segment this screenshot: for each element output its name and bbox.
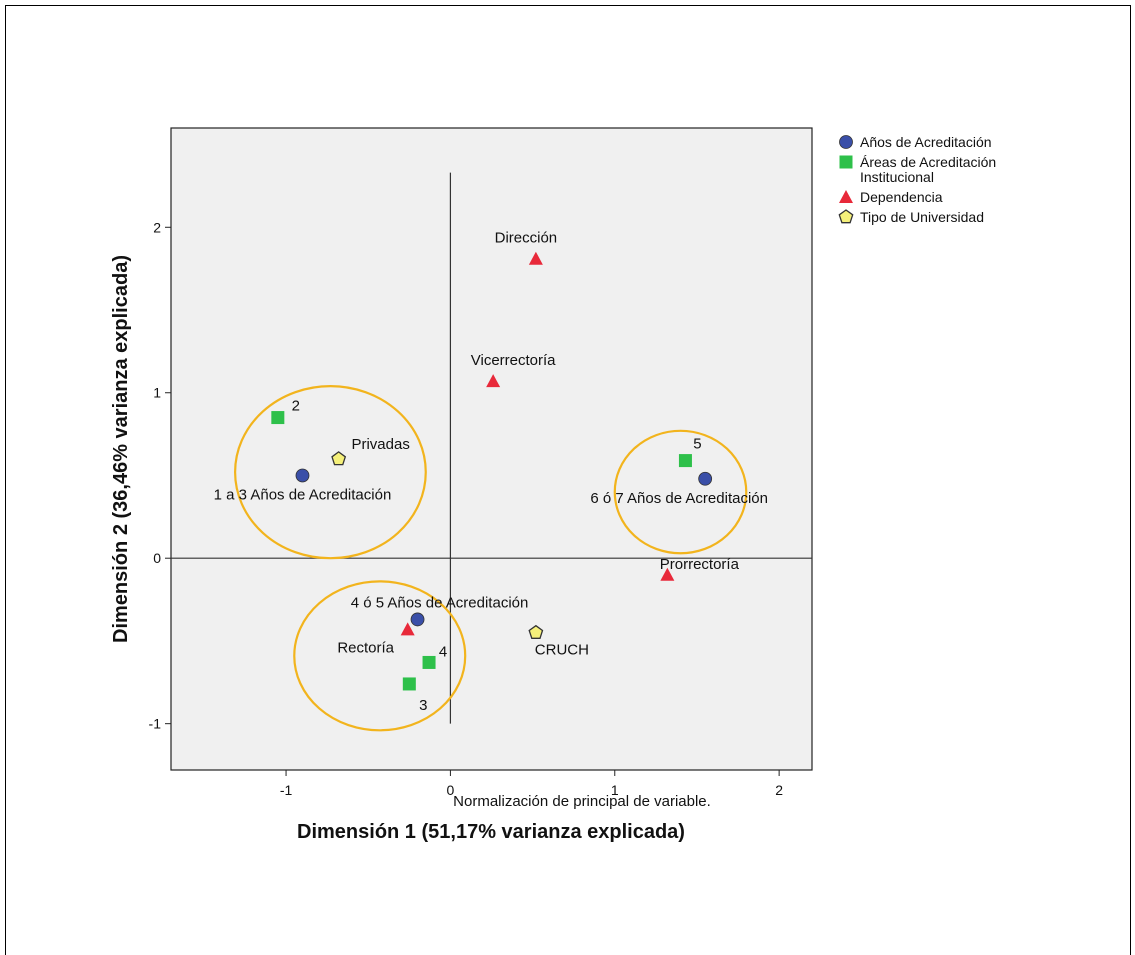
legend-label: Dependencia xyxy=(860,189,943,205)
data-point-label: Vicerrectoría xyxy=(471,352,556,369)
y-axis-title: Dimensión 2 (36,46% varianza explicada) xyxy=(110,255,132,643)
reference-lines xyxy=(171,172,812,724)
highlight-ellipse xyxy=(293,580,467,732)
legend-marker-pentagon xyxy=(838,209,854,224)
data-point-label: 6 ó 7 Años de Acreditación xyxy=(590,490,768,507)
y-tick-label: 1 xyxy=(153,385,161,401)
data-point-label: 4 xyxy=(439,643,447,660)
data-point-label: Dirección xyxy=(495,230,558,247)
legend-label: Institucional xyxy=(860,169,934,185)
data-point-triangle xyxy=(660,567,675,581)
highlight-ellipses xyxy=(233,385,748,732)
data-point-square xyxy=(678,454,692,468)
data-point-label: 4 ó 5 Años de Acreditación xyxy=(351,594,529,611)
x-axis-title: Dimensión 1 (51,17% varianza explicada) xyxy=(297,821,685,843)
x-axis-ticks: -1 0 1 2 xyxy=(280,770,783,798)
data-point-label: 3 xyxy=(419,697,427,714)
legend-label: Años de Acreditación xyxy=(860,134,992,150)
y-tick-label: -1 xyxy=(149,716,162,732)
data-point-triangle xyxy=(400,622,415,636)
footnote: Normalización de principal de variable. xyxy=(453,793,711,810)
data-point-label: CRUCH xyxy=(535,642,589,659)
legend-item: Años de Acreditación xyxy=(839,134,992,150)
data-point-label: 2 xyxy=(292,398,300,415)
legend-label: Áreas de Acreditación xyxy=(860,154,996,170)
data-point-circle xyxy=(698,471,713,486)
legend-item: Tipo de Universidad xyxy=(838,209,984,225)
highlight-ellipse xyxy=(233,385,427,560)
y-tick-label: 0 xyxy=(153,550,161,566)
data-point-circle xyxy=(410,612,425,627)
data-labels: 1 a 3 Años de Acreditación 6 ó 7 Años de … xyxy=(214,230,768,714)
data-point-square xyxy=(422,655,436,669)
data-point-label: Rectoría xyxy=(337,639,394,656)
x-tick-label: 2 xyxy=(775,782,783,798)
legend-marker-square xyxy=(839,155,853,169)
figure-frame xyxy=(5,5,1131,955)
legend-item: Dependencia xyxy=(839,189,943,205)
x-tick-label: -1 xyxy=(280,782,293,798)
legend-marker-triangle xyxy=(839,190,853,203)
data-point-label: Prorrectoría xyxy=(660,556,740,573)
data-point-square xyxy=(271,411,285,425)
legend: Años de Acreditación Áreas de Acreditació… xyxy=(838,134,996,225)
data-point-pentagon xyxy=(331,451,347,466)
data-point-label: Privadas xyxy=(351,436,409,453)
x-tick-label: 0 xyxy=(447,782,455,798)
highlight-ellipse xyxy=(613,429,748,555)
x-tick-label: 1 xyxy=(611,782,619,798)
legend-marker-circle xyxy=(839,135,853,149)
data-point-triangle xyxy=(486,374,501,388)
data-point-circle xyxy=(295,468,310,483)
data-point-pentagon xyxy=(528,624,544,639)
y-axis-ticks: -1 0 1 2 xyxy=(149,219,171,732)
data-point-triangle xyxy=(528,251,543,265)
plot-area xyxy=(170,127,813,771)
legend-label: Tipo de Universidad xyxy=(860,209,984,225)
data-point-label: 5 xyxy=(693,436,701,453)
data-markers xyxy=(271,251,713,691)
y-tick-label: 2 xyxy=(153,219,161,235)
data-point-square xyxy=(402,677,416,691)
data-point-label: 1 a 3 Años de Acreditación xyxy=(214,486,392,503)
